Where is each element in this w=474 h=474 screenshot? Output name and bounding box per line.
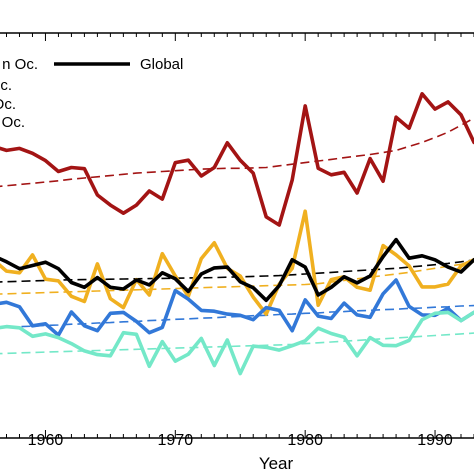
legend-label-3: Oc. bbox=[2, 114, 25, 131]
trend-line-2 bbox=[0, 304, 474, 329]
legend-label-4: Global bbox=[140, 56, 183, 73]
x-tick-label-1980: 1980 bbox=[287, 432, 323, 449]
series-line-0 bbox=[0, 92, 474, 227]
x-tick-label-1970: 1970 bbox=[158, 432, 194, 449]
trend-line-0 bbox=[0, 117, 474, 188]
legend-label-1: c. bbox=[0, 77, 12, 94]
legend-label-0: n Oc. bbox=[2, 56, 38, 73]
trend-line-1 bbox=[0, 261, 474, 295]
axes: 1960 1970 1980 1990 bbox=[0, 32, 474, 449]
legend-label-2: Oc. bbox=[0, 96, 16, 113]
series-line-4 bbox=[0, 310, 474, 376]
x-tick-label-1990: 1990 bbox=[417, 432, 453, 449]
series-line-3 bbox=[0, 237, 474, 303]
series-line-2 bbox=[0, 278, 474, 337]
x-axis-label: Year bbox=[259, 454, 294, 473]
data-series bbox=[0, 92, 474, 376]
legend: n Oc. c. Oc.Oc. Global bbox=[0, 56, 183, 131]
trend-line-4 bbox=[0, 332, 474, 355]
x-tick-label-1960: 1960 bbox=[28, 432, 64, 449]
